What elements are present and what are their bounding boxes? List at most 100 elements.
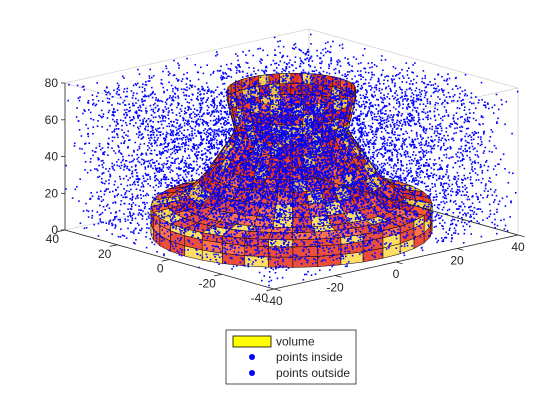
point-outside [247,108,249,111]
point-inside [324,209,327,211]
point-inside [340,92,342,95]
point-inside [295,254,297,256]
point-inside [272,112,274,114]
point-outside [488,203,491,206]
point-outside [295,96,298,98]
point-outside [448,208,451,211]
point-outside [189,183,192,185]
point-outside [280,90,283,92]
point-outside [452,218,454,221]
point-inside [212,173,214,176]
point-outside [387,222,390,224]
point-outside [448,157,450,160]
point-inside [332,184,334,186]
point-outside [224,250,227,253]
point-inside [266,227,268,230]
point-inside [316,100,318,102]
point-inside [306,159,308,161]
point-outside [281,108,283,110]
point-inside [308,115,310,117]
point-inside [315,175,317,178]
point-inside [258,178,261,180]
point-inside [314,105,316,107]
point-inside [317,184,320,187]
point-inside [266,215,269,218]
point-inside [321,213,324,216]
point-inside [196,199,199,202]
point-inside [285,121,287,123]
point-inside [367,198,370,201]
point-outside [375,212,377,215]
point-inside [313,229,316,232]
point-outside [331,132,334,134]
point-outside [129,214,131,217]
point-outside [341,88,344,91]
point-inside [273,151,275,154]
point-inside [359,224,362,226]
point-outside [185,135,188,138]
point-outside [305,228,308,230]
point-inside [258,146,261,148]
point-outside [337,210,339,213]
point-outside [387,120,390,122]
point-inside [208,185,210,188]
point-outside [405,150,407,152]
point-outside [349,110,351,113]
point-inside [253,120,255,122]
point-outside [456,155,458,158]
point-inside [233,221,235,224]
point-inside [233,162,235,165]
point-inside [300,200,303,202]
point-outside [151,208,154,211]
point-outside [207,173,209,176]
point-inside [262,217,264,219]
point-inside [331,204,334,207]
point-inside [281,176,284,179]
point-inside [351,205,354,207]
point-inside [379,182,381,184]
point-outside [307,259,309,262]
point-inside [363,156,365,158]
point-outside [359,73,362,76]
point-outside [292,121,294,123]
point-inside [265,166,267,168]
point-inside [246,100,249,102]
point-outside [166,89,168,91]
point-outside [373,157,376,160]
point-inside [302,133,304,136]
point-inside [320,133,323,135]
point-outside [342,160,344,162]
point-inside [349,166,351,168]
point-inside [332,144,334,147]
point-inside [269,169,272,172]
point-inside [283,204,285,207]
point-outside [371,116,374,119]
point-inside [368,218,371,221]
point-outside [344,57,346,59]
point-outside [275,62,278,65]
point-inside [382,221,385,224]
point-outside [362,157,365,160]
point-inside [321,179,323,182]
point-outside [167,214,169,217]
point-outside [461,209,464,211]
point-outside [336,132,338,135]
point-inside [297,85,299,88]
point-outside [171,178,174,181]
point-outside [279,180,282,182]
point-outside [340,91,343,93]
point-outside [138,114,141,117]
point-inside [279,99,281,101]
point-inside [329,147,332,150]
point-inside [278,179,281,182]
point-inside [267,127,269,130]
point-inside [308,168,311,170]
point-inside [279,227,281,229]
point-outside [141,86,144,88]
point-outside [250,137,252,139]
point-inside [358,186,360,188]
point-inside [402,236,405,238]
point-inside [279,113,281,116]
point-outside [234,83,237,86]
point-inside [302,143,304,145]
